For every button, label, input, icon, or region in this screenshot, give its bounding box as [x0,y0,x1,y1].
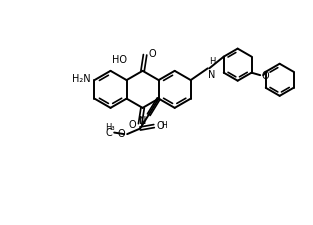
Text: N: N [139,116,146,126]
Text: O: O [261,71,269,81]
Text: H₂N: H₂N [72,74,91,84]
Text: O: O [118,129,125,139]
Text: N: N [208,70,215,80]
Text: H: H [161,121,167,130]
Text: O: O [149,49,156,59]
Text: H₃: H₃ [105,124,115,133]
Text: C: C [105,128,112,137]
Text: O: O [129,119,136,130]
Text: H: H [209,57,215,66]
Text: HO: HO [112,55,127,65]
Text: O: O [156,121,164,131]
